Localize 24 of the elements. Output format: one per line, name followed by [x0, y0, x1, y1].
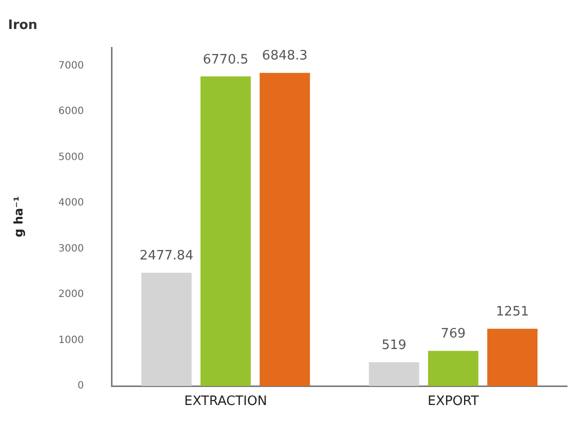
- bar: [428, 350, 478, 386]
- chart-title: Iron: [8, 18, 38, 34]
- bar: [260, 72, 310, 386]
- data-label: 2477.84: [140, 248, 194, 264]
- bar: [368, 362, 420, 386]
- y-tick-label: 3000: [58, 243, 84, 254]
- data-label: 1251: [496, 304, 529, 320]
- y-tick-label: 1000: [58, 334, 84, 346]
- y-axis-title: g ha⁻¹: [11, 196, 26, 238]
- y-tick-label: 2000: [58, 289, 84, 300]
- x-tick-label: EXTRACTION: [184, 394, 268, 410]
- data-label: 519: [382, 338, 406, 354]
- y-tick-label: 5000: [58, 152, 84, 163]
- x-tick-label: EXPORT: [428, 394, 479, 410]
- data-label: 769: [440, 326, 466, 342]
- bar: [487, 328, 538, 386]
- data-label: 6848.3: [262, 48, 308, 64]
- y-tick-label: 4000: [58, 198, 84, 209]
- bar: [200, 76, 251, 386]
- y-tick-label: 0: [77, 380, 84, 392]
- y-tick-label: 6000: [58, 106, 84, 118]
- bar: [141, 272, 192, 386]
- data-label: 6770.5: [202, 52, 248, 68]
- y-tick-label: 7000: [58, 60, 84, 72]
